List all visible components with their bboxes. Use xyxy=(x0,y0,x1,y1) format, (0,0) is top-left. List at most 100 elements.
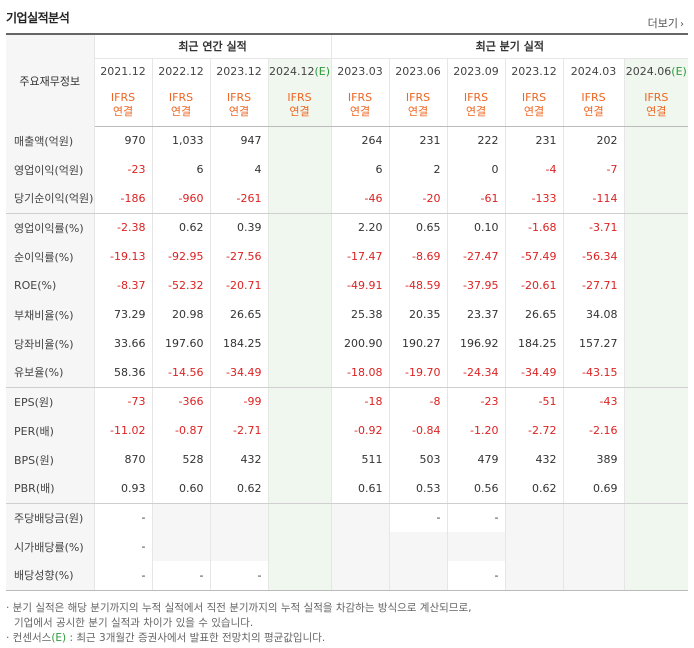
financial-table: 주요재무정보 최근 연간 실적 최근 분기 실적 2021.12 2022.12 2023… xyxy=(6,33,689,591)
table-cell: 4 xyxy=(210,155,269,184)
table-cell xyxy=(624,184,689,214)
table-cell: - xyxy=(210,561,269,591)
table-cell: 0 xyxy=(447,155,506,184)
table-cell: -261 xyxy=(210,184,269,214)
table-cell: - xyxy=(447,561,506,591)
table-cell: 432 xyxy=(210,445,269,474)
table-cell xyxy=(268,213,332,242)
table-cell: -7 xyxy=(563,155,625,184)
table-cell: -23 xyxy=(94,155,153,184)
table-cell xyxy=(624,300,689,329)
table-cell: 196.92 xyxy=(447,329,506,358)
table-cell: -56.34 xyxy=(563,242,625,271)
table-row: EPS(원) -73 -366 -99 -18 -8 -23 -51 -43 xyxy=(6,387,689,416)
table-cell xyxy=(447,532,506,561)
table-row: 주당배당금(원) - - - xyxy=(6,503,689,532)
estimate-mark: (E) xyxy=(314,65,331,79)
table-cell: -19.13 xyxy=(94,242,153,271)
section-header: 기업실적분석 더보기 › xyxy=(0,0,694,32)
estimate-mark: (E) xyxy=(671,65,687,79)
table-cell: 432 xyxy=(505,445,564,474)
table-cell: - xyxy=(152,561,211,591)
table-cell xyxy=(268,300,332,329)
table-cell: -43 xyxy=(563,387,625,416)
table-cell xyxy=(268,184,332,214)
table-cell: -1.68 xyxy=(505,213,564,242)
row-label: 순이익률(%) xyxy=(6,242,95,271)
row-label: 영업이익(억원) xyxy=(6,155,95,184)
table-cell: -2.16 xyxy=(563,416,625,445)
table-cell xyxy=(624,155,689,184)
table-cell xyxy=(330,503,390,532)
period-header: 2024.03 xyxy=(563,57,625,85)
table-cell: -2.72 xyxy=(505,416,564,445)
period-header: 2023.12 xyxy=(210,57,269,85)
table-cell: -57.49 xyxy=(505,242,564,271)
row-label: ROE(%) xyxy=(6,271,95,300)
table-row: 영업이익률(%) -2.38 0.62 0.39 2.20 0.65 0.10 -1.68 -3… xyxy=(6,213,689,242)
table-cell: -99 xyxy=(210,387,269,416)
period-header: 2024.06(E) xyxy=(624,57,689,85)
row-label: PER(배) xyxy=(6,416,95,445)
table-cell xyxy=(389,561,448,591)
table-cell: -133 xyxy=(505,184,564,214)
table-cell: 1,033 xyxy=(152,126,211,155)
table-cell: 0.60 xyxy=(152,474,211,504)
table-cell: - xyxy=(389,503,448,532)
table-cell: 26.65 xyxy=(505,300,564,329)
period-header: 2024.12(E) xyxy=(268,57,332,85)
table-cell: 970 xyxy=(94,126,153,155)
group-quarterly: 최근 분기 실적 xyxy=(330,34,689,58)
basis-header: IFRS 연결 xyxy=(330,85,390,127)
table-cell: - xyxy=(94,561,153,591)
table-cell: -0.84 xyxy=(389,416,448,445)
table-cell: 25.38 xyxy=(330,300,390,329)
table-cell: -2.38 xyxy=(94,213,153,242)
basis-header: IFRS 연결 xyxy=(152,85,211,127)
row-label: 부채비율(%) xyxy=(6,300,95,329)
table-cell xyxy=(624,271,689,300)
period-header: 2022.12 xyxy=(152,57,211,85)
footnote-1b: 기업에서 공시한 분기 실적과 차이가 있을 수 있습니다. xyxy=(14,617,254,629)
table-cell: -19.70 xyxy=(389,358,448,388)
table-cell: 26.65 xyxy=(210,300,269,329)
table-cell: 947 xyxy=(210,126,269,155)
basis-header: IFRS 연결 xyxy=(210,85,269,127)
table-cell: -18.08 xyxy=(330,358,390,388)
table-cell: 0.62 xyxy=(152,213,211,242)
table-cell: 389 xyxy=(563,445,625,474)
table-row: 유보율(%) 58.36 -14.56 -34.49 -18.08 -19.70 -24.3… xyxy=(6,358,689,388)
table-cell: 2 xyxy=(389,155,448,184)
table-cell xyxy=(268,474,332,504)
table-cell: 23.37 xyxy=(447,300,506,329)
table-cell: 58.36 xyxy=(94,358,153,388)
table-cell: -48.59 xyxy=(389,271,448,300)
row-label: BPS(원) xyxy=(6,445,95,474)
table-cell: 0.93 xyxy=(94,474,153,504)
table-row: 매출액(억원) 970 1,033 947 264 231 222 231 202 xyxy=(6,126,689,155)
table-cell xyxy=(624,329,689,358)
row-label: 영업이익률(%) xyxy=(6,213,95,242)
table-cell: -114 xyxy=(563,184,625,214)
table-row: PBR(배) 0.93 0.60 0.62 0.61 0.53 0.56 0.62 0.69 xyxy=(6,474,689,504)
table-cell: 0.39 xyxy=(210,213,269,242)
table-cell: 231 xyxy=(505,126,564,155)
table-cell: - xyxy=(94,532,153,561)
table-cell xyxy=(624,126,689,155)
table-cell xyxy=(268,242,332,271)
table-cell: -46 xyxy=(330,184,390,214)
footnote-2: · 컨센서스(E) : 최근 3개월간 증권사에서 발표한 전망치의 평균값입니… xyxy=(6,632,326,644)
table-cell: -92.95 xyxy=(152,242,211,271)
more-link[interactable]: 더보기 › xyxy=(648,15,684,31)
table-cell: -27.47 xyxy=(447,242,506,271)
table-cell xyxy=(624,416,689,445)
basis-header: IFRS 연결 xyxy=(624,85,689,127)
table-cell: -8.69 xyxy=(389,242,448,271)
table-cell xyxy=(268,503,332,532)
table-cell xyxy=(152,503,211,532)
table-cell: -8 xyxy=(389,387,448,416)
table-cell xyxy=(268,329,332,358)
table-cell: -34.49 xyxy=(505,358,564,388)
table-cell: 479 xyxy=(447,445,506,474)
table-cell: 0.56 xyxy=(447,474,506,504)
